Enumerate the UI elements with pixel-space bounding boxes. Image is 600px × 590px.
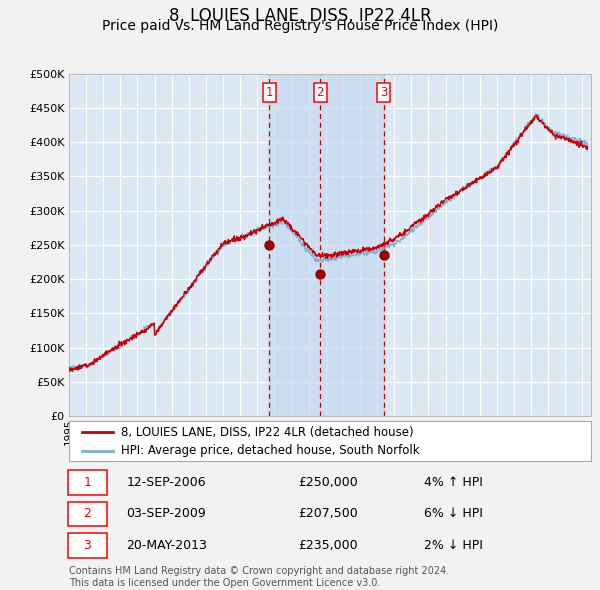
Text: 4% ↑ HPI: 4% ↑ HPI xyxy=(424,476,483,489)
FancyBboxPatch shape xyxy=(68,470,107,494)
Text: 20-MAY-2013: 20-MAY-2013 xyxy=(127,539,207,552)
FancyBboxPatch shape xyxy=(68,502,107,526)
FancyBboxPatch shape xyxy=(68,533,107,558)
Text: 1: 1 xyxy=(266,86,273,99)
Text: 2: 2 xyxy=(316,86,324,99)
Text: Price paid vs. HM Land Registry's House Price Index (HPI): Price paid vs. HM Land Registry's House … xyxy=(102,19,498,34)
Text: 8, LOUIES LANE, DISS, IP22 4LR: 8, LOUIES LANE, DISS, IP22 4LR xyxy=(169,7,431,25)
Text: 3: 3 xyxy=(380,86,388,99)
Text: 12-SEP-2006: 12-SEP-2006 xyxy=(127,476,206,489)
Text: 2% ↓ HPI: 2% ↓ HPI xyxy=(424,539,483,552)
Text: £235,000: £235,000 xyxy=(299,539,358,552)
Text: Contains HM Land Registry data © Crown copyright and database right 2024.
This d: Contains HM Land Registry data © Crown c… xyxy=(69,566,449,588)
Text: HPI: Average price, detached house, South Norfolk: HPI: Average price, detached house, Sout… xyxy=(121,444,420,457)
Text: 6% ↓ HPI: 6% ↓ HPI xyxy=(424,507,483,520)
Text: 03-SEP-2009: 03-SEP-2009 xyxy=(127,507,206,520)
Text: 3: 3 xyxy=(83,539,91,552)
Text: £207,500: £207,500 xyxy=(299,507,358,520)
Text: 8, LOUIES LANE, DISS, IP22 4LR (detached house): 8, LOUIES LANE, DISS, IP22 4LR (detached… xyxy=(121,425,414,438)
Bar xyxy=(269,74,384,416)
Text: 1: 1 xyxy=(83,476,91,489)
Text: 2: 2 xyxy=(83,507,91,520)
Text: £250,000: £250,000 xyxy=(299,476,358,489)
